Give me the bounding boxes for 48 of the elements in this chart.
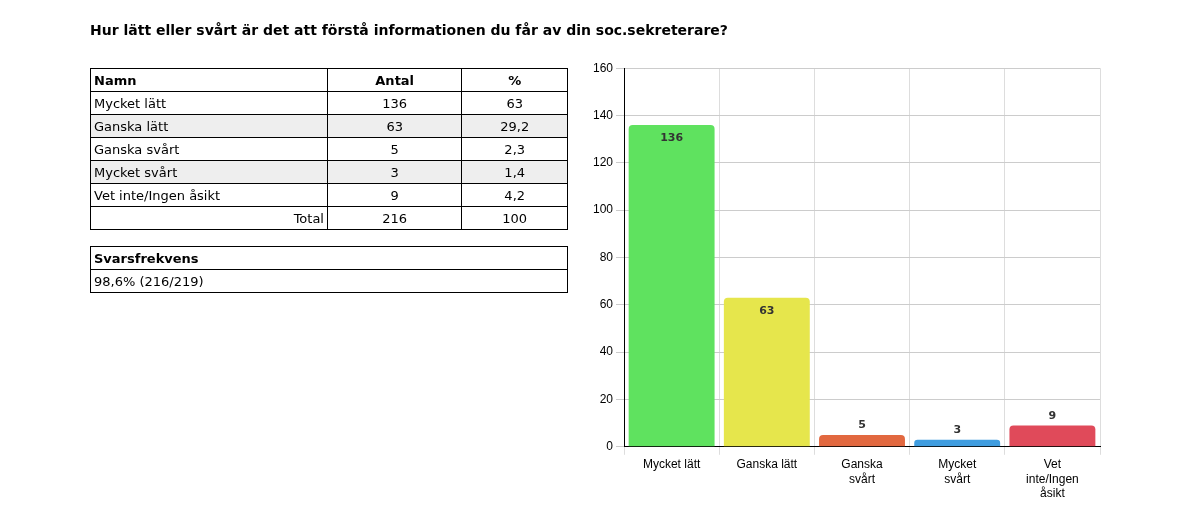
y-tick-label: 120: [592, 155, 614, 170]
text: Svarsfrekvens: [90, 246, 568, 270]
data-label: 1,4: [461, 160, 568, 184]
data-label: 4,2: [461, 183, 568, 207]
data-label: 100: [461, 206, 568, 230]
bar: [628, 124, 715, 447]
text: 98,6% (216/219): [90, 269, 568, 293]
text: Hur lätt eller svårt är det att förstå informationen du får av din soc.sekreterare?: [90, 22, 728, 38]
data-label: 5: [327, 137, 462, 161]
data-label: 216: [327, 206, 462, 230]
x-tick-label: Ganska lätt: [736, 457, 798, 472]
category-label: Vet inte/Ingen åsikt: [90, 183, 328, 207]
text: %: [461, 68, 568, 92]
y-tick-label: 80: [599, 249, 614, 264]
data-label: 3: [953, 423, 962, 437]
data-label: 2,3: [461, 137, 568, 161]
y-tick-label: 60: [599, 297, 614, 312]
data-label: 29,2: [461, 114, 568, 138]
x-tick-label: Ganska svårt: [841, 457, 884, 486]
data-label: 63: [327, 114, 462, 138]
y-tick-label: 140: [592, 107, 614, 122]
y-tick-label: 0: [606, 439, 614, 454]
data-label: 9: [1048, 408, 1057, 422]
y-tick-label: 40: [599, 344, 614, 359]
y-tick-label: 160: [592, 60, 614, 75]
bar: [819, 434, 905, 447]
y-tick-label: 100: [592, 202, 614, 217]
category-label: Total: [90, 206, 328, 230]
category-label: Mycket svårt: [90, 160, 328, 184]
data-label: 9: [327, 183, 462, 207]
bar: [723, 297, 810, 447]
data-label: 3: [327, 160, 462, 184]
text: Namn: [90, 68, 328, 92]
bar: [1009, 425, 1096, 447]
category-label: Ganska lätt: [90, 114, 328, 138]
data-label: 136: [327, 91, 462, 115]
x-tick-label: Mycket svårt: [938, 457, 977, 486]
category-label: Mycket lätt: [90, 91, 328, 115]
x-tick-label: Vet inte/Ingen åsikt: [1026, 457, 1079, 501]
data-label: 136: [660, 131, 684, 145]
x-tick-label: Mycket lätt: [642, 457, 701, 472]
text: Antal: [327, 68, 462, 92]
data-label: 5: [858, 418, 866, 432]
y-tick-label: 20: [599, 391, 614, 406]
bar: [914, 439, 1001, 447]
data-label: 63: [759, 304, 775, 318]
data-label: 63: [461, 91, 568, 115]
category-label: Ganska svårt: [90, 137, 328, 161]
